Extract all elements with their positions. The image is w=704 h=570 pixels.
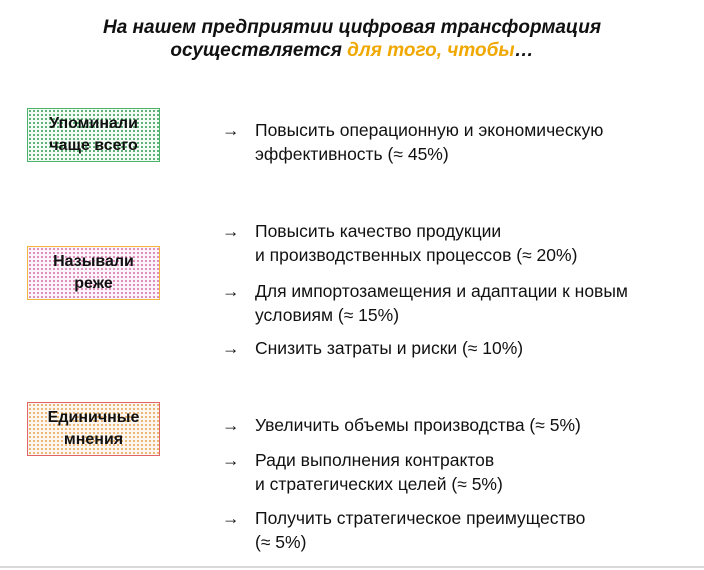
list-item-line-2: (≈ 5%) bbox=[255, 532, 307, 552]
title-line-2: осуществляется для того, чтобы… bbox=[0, 39, 704, 62]
list-item-line-1: Увеличить объемы производства (≈ 5%) bbox=[255, 415, 581, 435]
title-line-1: На нашем предприятии цифровая трансформа… bbox=[102, 17, 602, 38]
arrow-icon: → bbox=[222, 338, 240, 358]
bottom-divider bbox=[0, 566, 704, 568]
list-item-line-1: Повысить качество продукции bbox=[255, 221, 502, 241]
category-box-less-often: Называли реже bbox=[27, 246, 160, 300]
title-line-2-suffix: … bbox=[514, 40, 534, 61]
list-item-line-2: и стратегических целей (≈ 5%) bbox=[255, 474, 503, 494]
category-label-line-2: реже bbox=[74, 275, 113, 292]
arrow-icon: → bbox=[222, 281, 240, 301]
list-item-text: Увеличить объемы производства (≈ 5%) bbox=[255, 413, 695, 437]
list-item-text: Повысить операционную и экономическую эфф… bbox=[255, 118, 695, 166]
list-item-text: Снизить затраты и риски (≈ 10%) bbox=[255, 336, 695, 360]
category-label-line-1: Упоминали bbox=[49, 115, 138, 132]
category-label-line-1: Единичные bbox=[47, 409, 140, 426]
list-item-line-2: условиям (≈ 15%) bbox=[255, 305, 400, 325]
arrow-icon: → bbox=[222, 508, 240, 528]
list-item-text: Ради выполнения контрактов и стратегическ… bbox=[255, 448, 695, 496]
arrow-icon: → bbox=[222, 450, 240, 470]
list-item-line-2: и производственных процессов (≈ 20%) bbox=[255, 245, 578, 265]
list-item-line-1: Для импортозамещения и адаптации к новым bbox=[255, 281, 628, 301]
arrow-icon: → bbox=[222, 221, 240, 241]
category-label-line-1: Называли bbox=[53, 253, 134, 270]
slide-title: На нашем предприятии цифровая трансформа… bbox=[0, 16, 704, 62]
list-item-line-1: Снизить затраты и риски (≈ 10%) bbox=[255, 338, 524, 358]
list-item-text: Для импортозамещения и адаптации к новым… bbox=[255, 279, 695, 327]
list-item-text: Повысить качество продукции и производств… bbox=[255, 219, 695, 267]
list-item-line-1: Ради выполнения контрактов bbox=[255, 450, 495, 470]
arrow-icon: → bbox=[222, 415, 240, 435]
list-item-line-1: Повысить операционную и экономическую bbox=[255, 120, 604, 140]
list-item-line-1: Получить стратегическое преимущество bbox=[255, 508, 586, 528]
category-box-most-mentioned: Упоминали чаще всего bbox=[27, 108, 160, 162]
category-box-single-opinions: Единичные мнения bbox=[27, 402, 160, 456]
list-item-line-2: эффективность (≈ 45%) bbox=[255, 144, 449, 164]
list-item-text: Получить стратегическое преимущество (≈ 5… bbox=[255, 506, 695, 554]
category-label-line-2: мнения bbox=[63, 431, 124, 448]
title-line-2-prefix: осуществляется bbox=[170, 40, 348, 61]
title-accent: для того, чтобы bbox=[347, 40, 515, 61]
arrow-icon: → bbox=[222, 120, 240, 140]
category-label-line-2: чаще всего bbox=[49, 137, 138, 154]
